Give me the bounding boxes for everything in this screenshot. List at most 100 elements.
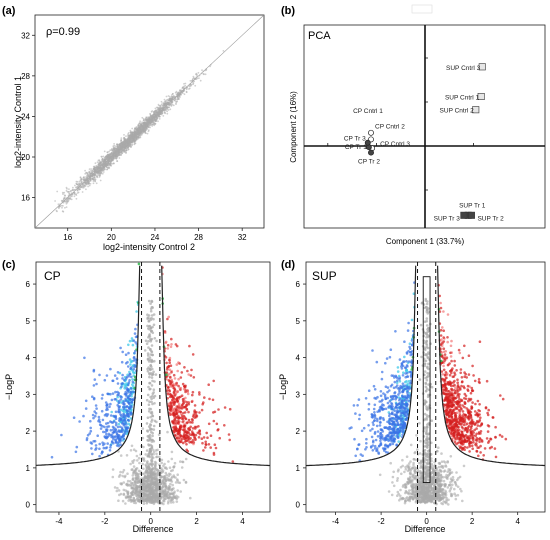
nonsignificant-point (174, 496, 178, 500)
downregulated-point (128, 358, 132, 361)
panel-a-x-ticks: 16 20 24 28 32 (63, 228, 247, 242)
correlation-point (103, 168, 106, 171)
correlation-point (137, 127, 140, 130)
nonsignificant-point (400, 472, 403, 476)
correlation-point (130, 138, 133, 140)
downregulated-point (125, 388, 129, 392)
upregulated-point (168, 390, 171, 393)
nonsignificant-point (130, 492, 133, 496)
correlation-point (64, 194, 67, 197)
correlation-point (185, 86, 188, 88)
downregulated-point (105, 428, 109, 431)
correlation-point (95, 164, 98, 167)
nonsignificant-point (430, 459, 433, 463)
nonsignificant-point (147, 346, 150, 349)
correlation-point (111, 149, 114, 151)
pca-point-label: CP Cntrl 2 (375, 123, 405, 130)
correlation-point (198, 77, 200, 79)
downregulated-point (94, 412, 98, 415)
correlation-point (92, 168, 95, 171)
nonsignificant-point (150, 476, 153, 480)
upregulated-point (167, 386, 170, 389)
correlation-point (151, 110, 154, 112)
upregulated-point (169, 375, 172, 379)
panel-a-frame (34, 14, 265, 229)
correlation-point (124, 146, 127, 149)
nonsignificant-point (171, 483, 174, 487)
nonsignificant-point (179, 460, 182, 463)
upregulated-point (198, 429, 201, 432)
pca-point-label: SUP Tr 1 (459, 202, 486, 209)
correlation-point (121, 148, 123, 151)
downregulated-point (113, 374, 117, 377)
nonsignificant-point (157, 485, 160, 488)
nonsignificant-point (146, 473, 150, 477)
nonsignificant-point (150, 438, 154, 442)
correlation-point (139, 134, 142, 137)
downregulated-point (97, 418, 101, 421)
nonsignificant-point (132, 465, 136, 468)
correlation-point (157, 103, 160, 106)
correlation-point (89, 174, 92, 176)
correlation-point (125, 135, 127, 138)
downregulated-point (74, 450, 78, 454)
significant-point (165, 373, 168, 377)
upregulated-point (173, 394, 177, 397)
panel-c-frame (35, 261, 271, 513)
downregulated-point (91, 395, 94, 399)
correlation-point (132, 134, 135, 137)
nonsignificant-point (143, 349, 147, 352)
upregulated-point (192, 441, 196, 444)
upregulated-point (169, 345, 173, 349)
correlation-point (83, 176, 85, 178)
downregulated-point (114, 414, 117, 418)
correlation-point (80, 181, 83, 184)
correlation-point (166, 112, 169, 115)
downregulated-point (114, 421, 118, 425)
downregulated-point (128, 379, 131, 382)
nonsignificant-point (149, 411, 153, 415)
nonsignificant-point (178, 481, 182, 485)
nonsignificant-point (138, 461, 141, 465)
correlation-point (163, 98, 166, 101)
nonsignificant-point (131, 483, 134, 487)
nonsignificant-point (116, 486, 119, 490)
downregulated-point (85, 438, 89, 442)
correlation-point (85, 177, 88, 180)
upregulated-point (189, 433, 192, 437)
correlation-point (80, 180, 82, 182)
correlation-point (98, 161, 100, 164)
nonsignificant-point (126, 472, 129, 476)
upregulated-point (185, 443, 188, 446)
nonsignificant-point (142, 482, 146, 485)
nonsignificant-point (160, 468, 163, 472)
correlation-point (94, 172, 96, 175)
downregulated-point (94, 404, 98, 407)
correlation-point (184, 82, 187, 85)
nonsignificant-point (130, 481, 133, 485)
correlation-point (152, 119, 155, 122)
correlation-point (140, 131, 142, 133)
nonsignificant-point (130, 498, 133, 502)
upregulated-point (179, 388, 182, 392)
correlation-point (142, 122, 145, 125)
correlation-point (129, 129, 132, 132)
downregulated-point (111, 392, 115, 395)
correlation-point (83, 184, 86, 187)
downregulated-point (101, 418, 105, 422)
nonsignificant-point (151, 414, 154, 418)
nonsignificant-point (111, 475, 115, 479)
upregulated-point (209, 446, 212, 449)
upregulated-point (208, 397, 211, 401)
upregulated-point (194, 438, 197, 442)
correlation-point (92, 182, 95, 185)
correlation-point (62, 205, 64, 207)
upregulated-point (181, 382, 185, 386)
correlation-point (56, 190, 59, 193)
downregulated-point (109, 402, 112, 406)
correlation-point (85, 188, 87, 191)
nonsignificant-point (153, 473, 156, 476)
nonsignificant-point (148, 324, 152, 328)
correlation-point (63, 199, 66, 202)
correlation-point (95, 171, 98, 173)
